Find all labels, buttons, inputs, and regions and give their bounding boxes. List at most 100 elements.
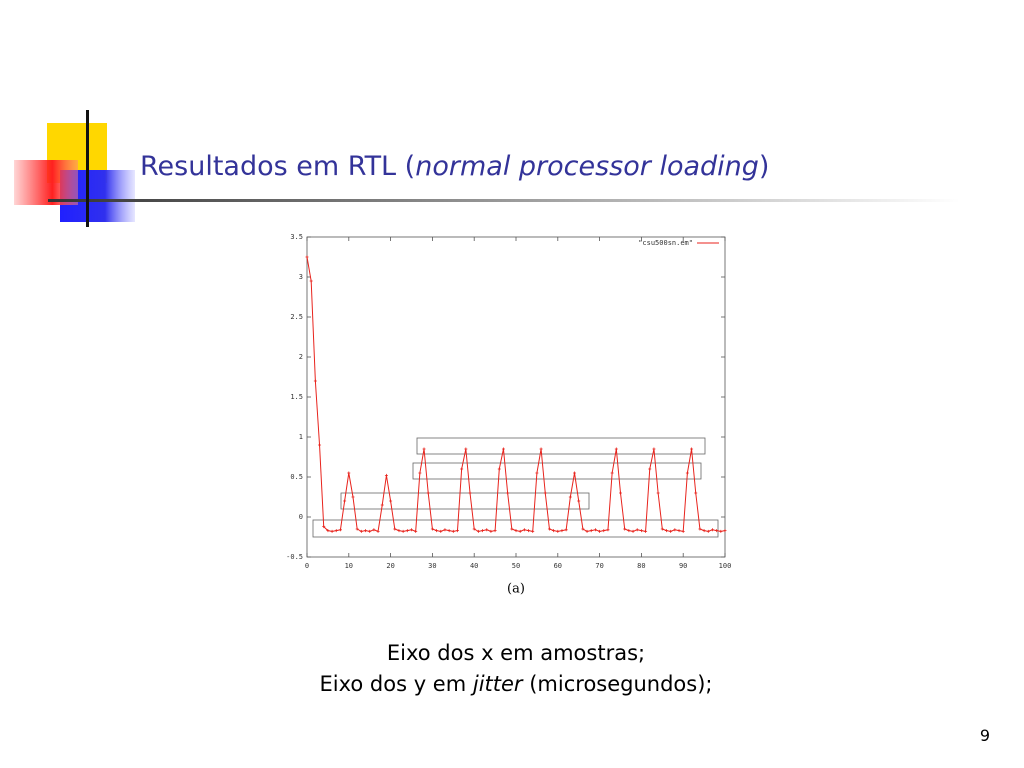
data-point	[568, 495, 572, 499]
x-tick-label: 100	[719, 562, 732, 570]
data-point	[652, 447, 656, 451]
data-point	[447, 529, 451, 533]
y-tick-label: 3.5	[290, 233, 303, 241]
data-point	[476, 529, 480, 533]
data-point	[439, 529, 443, 533]
data-point	[506, 491, 510, 495]
x-tick-label: 60	[554, 562, 562, 570]
data-point	[631, 529, 635, 533]
data-point	[677, 529, 681, 533]
data-point	[305, 255, 309, 259]
data-point	[627, 529, 631, 533]
data-point	[347, 471, 351, 475]
data-point	[455, 529, 459, 533]
data-point	[585, 529, 589, 533]
data-point	[372, 528, 376, 532]
slide-title: Resultados em RTL (normal processor load…	[140, 151, 769, 182]
data-point	[485, 528, 489, 532]
data-point	[639, 529, 643, 533]
data-point	[418, 471, 422, 475]
data-point	[489, 529, 493, 533]
data-point	[527, 529, 531, 533]
title-part: normal processor loading	[415, 151, 759, 182]
data-point	[648, 467, 652, 471]
data-point	[531, 529, 535, 533]
data-point	[610, 471, 614, 475]
data-point	[330, 529, 334, 533]
data-point	[481, 529, 485, 533]
data-point	[606, 528, 610, 532]
data-point	[430, 527, 434, 531]
x-tick-label: 50	[512, 562, 520, 570]
data-point	[564, 528, 568, 532]
data-point	[435, 529, 439, 533]
data-point	[376, 529, 380, 533]
data-point	[635, 528, 639, 532]
caption: Eixo dos y em jitter (microsegundos);	[320, 672, 713, 696]
data-point	[422, 447, 426, 451]
data-point	[719, 529, 723, 533]
data-point	[443, 528, 447, 532]
data-point	[338, 528, 342, 532]
caption-part: (microsegundos);	[523, 672, 713, 696]
data-point	[543, 491, 547, 495]
data-point	[493, 529, 497, 533]
data-point	[602, 529, 606, 533]
title-part: )	[759, 151, 770, 182]
data-point	[343, 499, 347, 503]
data-point	[514, 529, 518, 533]
data-point	[644, 529, 648, 533]
data-point	[560, 529, 564, 533]
x-axis-label: (a)	[507, 582, 525, 597]
data-point	[673, 528, 677, 532]
data-point	[690, 447, 694, 451]
data-point	[702, 529, 706, 533]
data-point	[556, 529, 560, 533]
data-point	[598, 529, 602, 533]
title-part: Resultados em RTL (	[140, 151, 415, 182]
legend-label: "csu500sn.em"	[638, 239, 693, 247]
data-point	[669, 529, 673, 533]
data-point	[510, 527, 514, 531]
page-number: 9	[980, 726, 990, 745]
data-point	[619, 491, 622, 495]
data-point	[706, 529, 710, 533]
y-tick-label: 1	[299, 433, 303, 441]
x-tick-label: 20	[386, 562, 394, 570]
y-tick-label: 0.5	[290, 473, 303, 481]
data-point	[694, 491, 698, 495]
data-point	[318, 443, 322, 447]
x-tick-label: 30	[428, 562, 436, 570]
data-point	[364, 529, 368, 533]
caption-part: jitter	[470, 672, 524, 696]
data-point	[460, 467, 464, 471]
y-tick-label: -0.5	[286, 553, 303, 561]
data-point	[573, 471, 577, 475]
data-point	[410, 528, 413, 532]
x-tick-label: 80	[637, 562, 645, 570]
data-point	[552, 529, 556, 533]
data-point	[518, 529, 522, 533]
y-tick-label: 1.5	[290, 393, 303, 401]
data-point	[614, 447, 618, 451]
x-tick-label: 70	[595, 562, 603, 570]
x-tick-label: 0	[305, 562, 309, 570]
caption-part: Eixo dos y em	[320, 672, 473, 696]
data-point	[698, 527, 702, 531]
data-point	[405, 529, 409, 533]
data-point	[468, 491, 472, 495]
data-point	[309, 279, 313, 283]
decoration	[14, 110, 960, 227]
data-point	[414, 529, 418, 533]
y-tick-label: 3	[299, 273, 303, 281]
data-point	[334, 529, 338, 533]
data-point	[547, 527, 551, 531]
data-point	[397, 529, 401, 533]
data-point	[723, 529, 727, 533]
x-tick-label: 90	[679, 562, 687, 570]
data-point	[581, 527, 585, 531]
data-point	[368, 529, 372, 533]
data-point	[623, 527, 627, 531]
data-point	[322, 525, 326, 529]
